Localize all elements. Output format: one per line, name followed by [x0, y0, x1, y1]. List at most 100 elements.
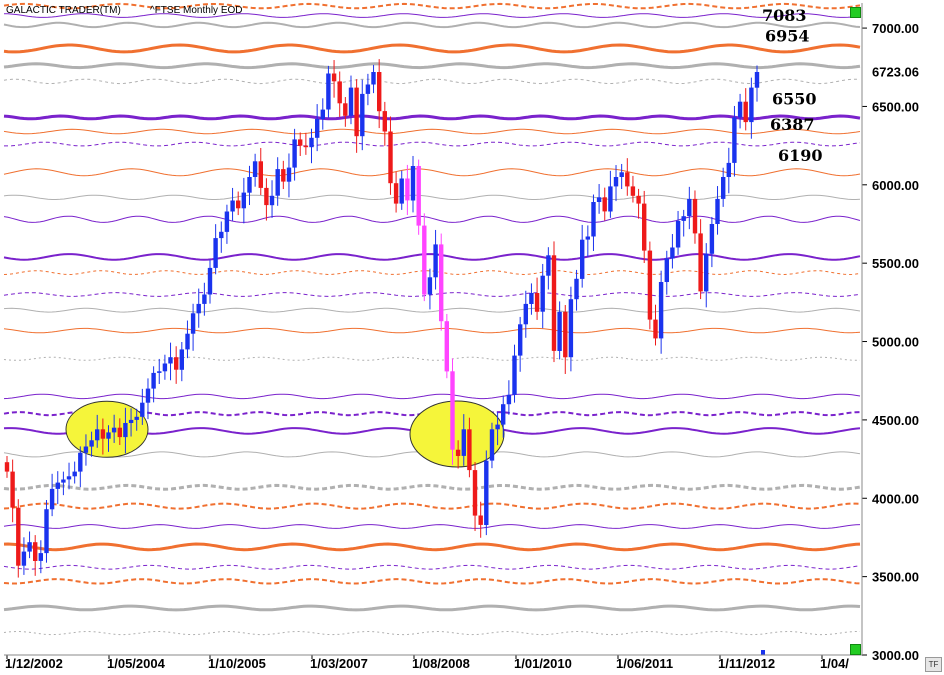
- cycle-band-line: [3, 542, 861, 552]
- candle-body: [348, 87, 354, 116]
- x-axis: 1/12/2002 1/05/2004 1/10/2005 1/03/2007 1/08…: [5, 650, 849, 671]
- candle-body: [754, 72, 760, 88]
- app-title: GALACTIC TRADER(TM): [6, 5, 121, 16]
- candle-body: [596, 197, 602, 202]
- candle-body: [743, 101, 748, 123]
- y-axis: 3000.00 3500.00 4000.00 4500.00 5000.00 5500.…: [862, 21, 919, 663]
- candle-body: [630, 186, 636, 196]
- price-annotation: 6954: [765, 26, 810, 45]
- candle-body: [382, 111, 387, 132]
- candle-body: [461, 429, 466, 456]
- candle-body: [675, 220, 681, 248]
- candle-body: [540, 275, 545, 312]
- candle-body: [354, 87, 359, 137]
- candle-body: [162, 363, 168, 372]
- candle-body: [241, 192, 246, 209]
- candle-body: [732, 117, 737, 163]
- candle-body: [117, 427, 122, 438]
- candle-body: [416, 166, 421, 226]
- candle-body: [698, 233, 703, 292]
- cycle-band-line: [3, 564, 861, 570]
- candle-body: [95, 429, 100, 441]
- top-right-button[interactable]: [850, 7, 861, 18]
- candle-body: [388, 131, 393, 184]
- candle-body: [726, 162, 731, 177]
- candle-body: [439, 244, 444, 322]
- candle-body: [467, 429, 472, 471]
- candle-body: [151, 372, 156, 389]
- instrument-label: ^FTSE Monthly EOD: [150, 5, 243, 16]
- y-tick-label: 5000.00: [872, 335, 919, 350]
- candle-body: [737, 101, 743, 118]
- x-tick-label: 1/04/: [820, 656, 849, 671]
- candle-body: [219, 231, 224, 239]
- candle-body: [636, 195, 641, 204]
- candle-body: [33, 542, 38, 561]
- candle-body: [365, 84, 371, 94]
- cycle-band-line: [3, 253, 861, 261]
- x-tick-label: 1/06/2011: [616, 656, 673, 671]
- candle-body: [563, 311, 568, 358]
- candle-body: [501, 404, 506, 425]
- x-tick-label: 1/12/2002: [5, 656, 63, 671]
- candle-body: [642, 203, 647, 251]
- candle-body: [444, 321, 449, 372]
- highlight-ovals: [65, 400, 505, 468]
- candle-body: [89, 440, 94, 447]
- candle-body: [433, 244, 438, 278]
- highlight-oval: [65, 400, 149, 458]
- candle-body: [704, 253, 709, 292]
- candle-body: [692, 198, 698, 234]
- candle-body: [647, 250, 653, 320]
- candle-body: [281, 169, 286, 182]
- price-annotation: 7083: [762, 6, 807, 25]
- bottom-right-button[interactable]: [850, 644, 861, 655]
- candle-body: [410, 166, 416, 201]
- candle-body: [518, 324, 523, 356]
- candle-body: [613, 177, 619, 187]
- cycle-band-line: [3, 62, 861, 70]
- cycle-band-line: [3, 21, 861, 29]
- candle-body: [207, 267, 213, 295]
- candle-body: [557, 311, 562, 351]
- candle-body: [44, 509, 49, 554]
- candle-body: [190, 313, 196, 334]
- candle-body: [506, 394, 512, 405]
- candle-body: [10, 471, 15, 508]
- candle-body: [337, 81, 342, 104]
- candle-body: [455, 449, 461, 456]
- candle-body: [83, 446, 89, 453]
- candle-body: [472, 470, 478, 516]
- candle-body: [427, 277, 433, 295]
- y-tick-label: 5500.00: [872, 256, 919, 271]
- candle-body: [309, 137, 314, 148]
- candle-body: [529, 293, 534, 304]
- current-price-label: 6723.06: [872, 65, 919, 80]
- candle-body: [721, 177, 726, 199]
- candle-body: [360, 93, 365, 137]
- time-marker: [761, 650, 765, 655]
- timeframe-button[interactable]: TF: [925, 657, 942, 672]
- candle-body: [230, 200, 235, 212]
- candle-body: [484, 460, 489, 525]
- candle-body: [343, 103, 348, 116]
- candle-body: [670, 247, 675, 259]
- cycle-band-line: [3, 356, 860, 361]
- candle-body: [185, 333, 190, 350]
- candle-body: [658, 282, 664, 339]
- candle-body: [619, 172, 624, 177]
- candle-body: [580, 239, 585, 279]
- cycle-band-line: [3, 13, 861, 18]
- candle-body: [286, 167, 292, 182]
- price-annotation: 6190: [778, 146, 823, 165]
- candle-body: [585, 236, 590, 240]
- candle-body: [134, 416, 139, 420]
- cycle-band-line: [4, 141, 861, 147]
- candle-body: [303, 145, 309, 148]
- candle-body: [393, 183, 399, 204]
- candle-body: [247, 177, 252, 193]
- candle-body: [495, 424, 500, 430]
